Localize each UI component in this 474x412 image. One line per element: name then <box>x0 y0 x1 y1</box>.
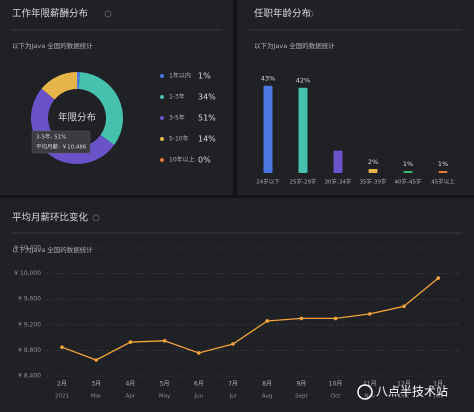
point <box>231 342 235 346</box>
legend-label: 3-5年 <box>169 114 185 122</box>
panel-title: 任职年龄分布 <box>254 8 311 20</box>
legend-label: 1年以内 <box>169 72 191 80</box>
info-icon[interactable] <box>306 10 314 18</box>
panel-subtitle: 以下为Java 全国的数据统计 <box>254 41 335 50</box>
y-tick-label: ¥ 10,400 <box>14 245 41 252</box>
point <box>265 319 270 323</box>
x-tick-sublabel: May <box>159 394 171 400</box>
x-tick-label: 30岁-34岁 <box>325 178 352 186</box>
info-icon[interactable] <box>92 214 100 222</box>
x-tick-label: 9月 <box>296 381 306 388</box>
legend-value: 34% <box>198 93 216 102</box>
point <box>368 312 372 316</box>
x-tick-label: 11月 <box>363 381 377 388</box>
legend-dot <box>160 74 164 78</box>
tooltip <box>31 130 91 154</box>
panel-title: 工作年限薪酬分布 <box>12 8 88 20</box>
x-tick-label: 40岁-45岁 <box>395 178 422 186</box>
x-tick-sublabel: Apr <box>126 394 136 400</box>
y-tick-label: ¥ 8,800 <box>18 347 41 354</box>
panel <box>0 198 474 412</box>
x-tick-label: 5月 <box>160 381 170 388</box>
point <box>299 316 304 321</box>
x-tick-label: 8月 <box>262 381 272 388</box>
value-label: 2% <box>368 158 378 166</box>
legend-dot <box>160 116 164 120</box>
x-tick-label: 3月 <box>91 381 101 388</box>
watermark-text: 八点半技术站 <box>376 385 448 399</box>
legend-value: 1% <box>198 72 211 81</box>
x-tick-label: 4月 <box>125 381 135 388</box>
donut-slice <box>77 72 80 90</box>
value-label: 43% <box>261 75 275 83</box>
point <box>60 345 64 350</box>
x-tick-sublabel: Mar <box>91 394 102 400</box>
legend-label: 1-3年 <box>169 93 185 101</box>
watermark: 八点半技术站 <box>357 384 448 400</box>
legend-value: 0% <box>198 156 211 165</box>
point <box>94 358 98 362</box>
panel-subtitle: 以下为Java 全国的数据统计 <box>12 245 93 254</box>
x-tick-sublabel: Oct <box>331 394 341 400</box>
x-tick-label: 45岁以上 <box>431 178 455 186</box>
y-tick-label: ¥ 9,600 <box>18 296 41 303</box>
legend-value: 14% <box>198 135 216 144</box>
x-tick-sublabel: Aug <box>262 394 273 400</box>
panel-subtitle: 以下为Java 全国的数据统计 <box>12 41 93 50</box>
donut-slice <box>78 72 124 146</box>
x-tick-sublabel: Jun <box>194 394 204 400</box>
x-tick-label: 35岁-39岁 <box>360 178 387 186</box>
legend-label: 10年以上 <box>169 156 195 164</box>
x-tick-label: 6月 <box>194 381 204 388</box>
y-tick-label: ¥ 8,400 <box>18 373 41 380</box>
value-label: 1% <box>403 160 413 168</box>
line <box>61 277 439 361</box>
bar <box>333 150 343 173</box>
x-tick-sublabel: Jan <box>433 394 443 400</box>
x-tick-label: 7月 <box>228 381 238 388</box>
x-tick-sublabel: Dec <box>399 394 410 400</box>
point <box>402 304 406 309</box>
x-tick-label: 25岁-29岁 <box>290 178 317 186</box>
point <box>197 351 201 355</box>
legend-dot <box>160 137 164 141</box>
tooltip-text: 3-5年: 51% <box>36 133 66 141</box>
donut-slice <box>41 72 77 100</box>
x-tick-label: 2月 <box>57 381 67 388</box>
panel <box>237 0 474 195</box>
value-label: 1% <box>438 160 448 168</box>
panel-title: 平均月薪环比变化 <box>12 212 89 224</box>
tooltip-text: 平均月薪: ￥10,486 <box>36 143 87 151</box>
y-tick-label: ¥ 9,200 <box>18 321 41 328</box>
watermark-icon <box>357 384 373 400</box>
bar <box>403 170 413 173</box>
point <box>333 316 338 321</box>
bar <box>298 87 308 173</box>
point <box>128 340 133 344</box>
x-tick-sublabel: Jul <box>229 394 237 400</box>
point <box>436 276 441 280</box>
bar <box>263 85 273 173</box>
x-tick-label: 1月 <box>433 381 443 388</box>
info-icon[interactable] <box>104 10 112 18</box>
center-label: 年限分布 <box>58 112 96 124</box>
x-tick-sublabel: 2021 <box>55 394 69 400</box>
point <box>162 339 167 343</box>
y-tick-label: ¥ 10,000 <box>14 270 41 277</box>
x-tick-sublabel: Sept <box>295 394 308 400</box>
x-tick-label: 10月 <box>329 381 343 388</box>
legend-label: 5-10年 <box>169 135 189 143</box>
legend-dot <box>160 158 164 162</box>
legend-dot <box>160 95 164 99</box>
x-tick-label: 12月 <box>397 381 411 388</box>
x-tick-label: 24岁以下 <box>256 178 280 186</box>
bar <box>438 170 448 173</box>
legend-value: 51% <box>198 114 216 123</box>
value-label: 42% <box>296 77 310 85</box>
bar <box>368 168 378 173</box>
